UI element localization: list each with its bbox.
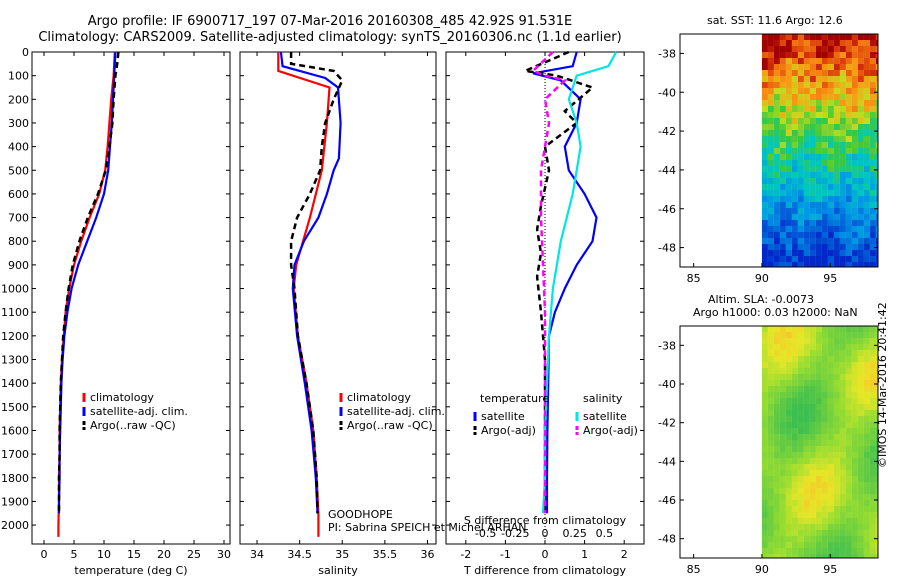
difference-xtick-label: 2 [621, 548, 628, 561]
depth-tick-label: 1800 [1, 472, 29, 485]
sst_map-xtick-label: 85 [687, 272, 701, 285]
salinity-xlabel: salinity [318, 564, 358, 577]
temperature-series-argo-raw-qc- [57, 51, 120, 514]
temperature-xtick-label: 15 [127, 548, 141, 561]
sst_map-frame [679, 33, 879, 268]
sla_map-ytick-label: -40 [658, 378, 676, 391]
salinity-legend-label: climatology [347, 391, 411, 404]
sla_map-ytick-label: -38 [658, 339, 676, 352]
sla-map-title-line1: Altim. SLA: -0.0073 [708, 293, 815, 306]
salinity-xtick-label: 36 [420, 548, 434, 561]
sst_map-ytick-label: -42 [658, 125, 676, 138]
depth-tick-label: 100 [8, 70, 29, 83]
sdiff-tick-label: -0.25 [501, 527, 529, 540]
depth-tick-label: 700 [8, 212, 29, 225]
sla_map-frame [679, 325, 879, 559]
salinity-axes-frame [239, 51, 437, 545]
copyright-stamp: ©IMOS 14-Mar-2016 20:41:42 [876, 302, 889, 468]
sla_map-xtick-label: 95 [823, 563, 837, 576]
chart-title-line1: Argo profile: IF 6900717_197 07-Mar-2016… [87, 14, 573, 29]
depth-tick-label: 0 [22, 46, 29, 59]
sst_map-ytick-label: -44 [658, 164, 676, 177]
salinity-xtick-label: 35.5 [373, 548, 398, 561]
temperature-xtick-label: 25 [187, 548, 201, 561]
sdiff-tick-label: 0 [542, 527, 549, 540]
sst_map-ytick-label: -38 [658, 47, 676, 60]
depth-tick-label: 1100 [1, 306, 29, 319]
temperature-xlabel: temperature (deg C) [74, 564, 187, 577]
temperature-xtick-label: 0 [41, 548, 48, 561]
depth-tick-label: 1500 [1, 401, 29, 414]
diff-legend-label: Argo(-adj) [583, 424, 638, 437]
sst_map-ytick-label: -46 [658, 203, 676, 216]
sdiff-tick-label: 0.25 [562, 527, 587, 540]
salinity-xtick-label: 34 [250, 548, 264, 561]
difference-xlabel: T difference from climatology [463, 564, 626, 577]
depth-tick-label: 200 [8, 93, 29, 106]
depth-tick-label: 1200 [1, 330, 29, 343]
program-label: GOODHOPE [328, 508, 393, 521]
pi-label: PI: Sabrina SPEICH et Michel ARHAN [328, 521, 527, 534]
salinity-xtick-label: 34.5 [287, 548, 312, 561]
sst-map-title: sat. SST: 11.6 Argo: 12.6 [707, 14, 843, 27]
difference-xtick-label: -2 [460, 548, 471, 561]
depth-tick-label: 500 [8, 164, 29, 177]
temperature-legend-label: climatology [90, 391, 154, 404]
depth-tick-label: 400 [8, 141, 29, 154]
depth-tick-label: 1900 [1, 495, 29, 508]
depth-tick-label: 600 [8, 188, 29, 201]
sla_map-cells [761, 326, 878, 558]
sla_map-ytick-label: -42 [658, 417, 676, 430]
difference-series-t-satellite [532, 51, 598, 514]
sla_map-xtick-label: 85 [687, 563, 701, 576]
depth-tick-label: 300 [8, 117, 29, 130]
diff-legend-label: satellite [481, 410, 525, 423]
temperature-xtick-label: 30 [217, 548, 231, 561]
diff-legend-title-s: salinity [583, 392, 623, 405]
temperature-xtick-label: 20 [157, 548, 171, 561]
difference-xtick-label: 0 [542, 548, 549, 561]
salinity-series-argo-raw-qc- [289, 52, 344, 514]
sdiff-tick-label: -0.5 [475, 527, 496, 540]
difference-xtick-label: -1 [500, 548, 511, 561]
sst_map-ytick-label: -40 [658, 86, 676, 99]
salinity-legend-label: satellite-adj. clim. [347, 405, 445, 418]
temperature-xtick-label: 5 [71, 548, 78, 561]
depth-tick-label: 2000 [1, 519, 29, 532]
sdiff-tick-label: 0.5 [596, 527, 614, 540]
sla_map-xtick-label: 90 [755, 563, 769, 576]
depth-tick-label: 800 [8, 235, 29, 248]
temperature-axes-frame [31, 51, 231, 545]
salinity-xtick-label: 35 [335, 548, 349, 561]
temperature-legend-label: satellite-adj. clim. [90, 405, 188, 418]
sla-map-title-line2: Argo h1000: 0.03 h2000: NaN [693, 306, 858, 319]
diff-legend-label: satellite [583, 410, 627, 423]
depth-tick-label: 1400 [1, 377, 29, 390]
sla_map-ytick-label: -46 [658, 494, 676, 507]
sdiff-label: S difference from climatology [464, 514, 627, 527]
chart-title-line2: Climatology: CARS2009. Satellite-adjuste… [38, 30, 622, 45]
difference-series-s-argo-adj- [530, 51, 568, 514]
depth-tick-label: 900 [8, 259, 29, 272]
sla_map-ytick-label: -44 [658, 455, 676, 468]
difference-xtick-label: 1 [581, 548, 588, 561]
sst_map-ytick-label: -48 [658, 242, 676, 255]
depth-tick-label: 1000 [1, 283, 29, 296]
sst_map-cells [761, 34, 878, 267]
diff-legend-label: Argo(-adj) [481, 424, 536, 437]
diff-legend-title-t: temperature [480, 392, 549, 405]
sst_map-xtick-label: 90 [755, 272, 769, 285]
depth-tick-label: 1700 [1, 448, 29, 461]
sst_map-xtick-label: 95 [823, 272, 837, 285]
depth-tick-label: 1300 [1, 354, 29, 367]
depth-tick-label: 1600 [1, 424, 29, 437]
temperature-xtick-label: 10 [97, 548, 111, 561]
temperature-legend-label: Argo(..raw -QC) [90, 419, 176, 432]
sla_map-ytick-label: -48 [658, 533, 676, 546]
salinity-series-satellite-adj-clim- [279, 51, 342, 514]
salinity-legend-label: Argo(..raw -QC) [347, 419, 433, 432]
